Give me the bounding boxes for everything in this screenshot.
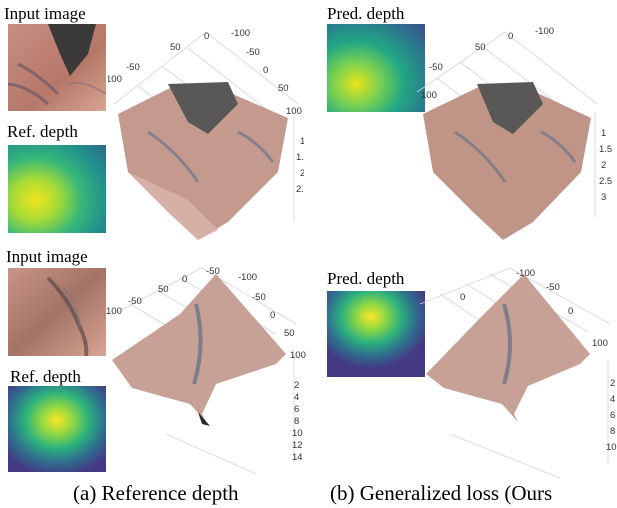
tick-top-a-side-50: 50 — [278, 83, 289, 94]
tick-top-b-z-1.5: 1.5 — [599, 144, 612, 155]
tick-top-b-z-3: 3 — [601, 192, 606, 203]
tick-bot-a-0: 0 — [182, 274, 187, 285]
tick-top-a-z-2: 2 — [300, 168, 304, 179]
tick-top-a-side-neg50: -50 — [246, 47, 260, 58]
tick-top-b-0: 0 — [508, 31, 513, 42]
tick-top-b-100: 100 — [421, 90, 437, 101]
tick-bot-a-50: 50 — [158, 284, 169, 295]
tick-bot-a-side-0: 0 — [270, 310, 275, 321]
tick-top-a-left-100: 100 — [108, 74, 122, 85]
input-image-bottom — [8, 268, 106, 356]
tick-bot-a-side-50: 50 — [284, 328, 295, 339]
caption-b: (b) Generalized loss (Ours — [330, 481, 553, 505]
tick-bot-b-z-2: 2 — [610, 378, 615, 389]
tick-bot-a-z-8: 8 — [294, 416, 299, 427]
tick-top-b-z-1: 1 — [601, 128, 606, 139]
ref-depth-label-bottom: Ref. depth — [10, 367, 81, 386]
tick-bot-a-100: 100 — [106, 306, 122, 317]
tick-bot-a-side-neg50: -50 — [252, 292, 266, 303]
pred-depth-label-top: Pred. depth — [327, 4, 405, 23]
tick-bot-b-side-0: 0 — [568, 306, 573, 317]
tick-top-b-neg50: -50 — [429, 62, 443, 73]
surface-plot-bottom-a: 100 -50 50 0 -50 -100 -50 0 50 100 2 4 6… — [106, 266, 306, 475]
tick-bot-b-top-neg100: -100 — [516, 268, 535, 279]
tick-top-a-z-1: 1 — [300, 136, 304, 147]
ref-depth-map-top — [8, 145, 106, 233]
tick-top-b-z-2.5: 2.5 — [599, 176, 612, 187]
surface-plot-top-a: 100 -50 50 0 -100 -50 0 50 100 1 1.5 2 2… — [108, 28, 304, 240]
tick-top-a-neg100: -100 — [231, 28, 250, 39]
tick-bot-b-side-100: 100 — [592, 338, 608, 349]
pred-depth-map-top — [327, 24, 425, 112]
input-image-label-bottom: Input image — [6, 247, 88, 266]
input-image-top — [8, 24, 106, 111]
tick-bot-a-z-6: 6 — [294, 404, 299, 415]
tick-top-b-50: 50 — [475, 42, 486, 53]
tick-bot-a-z-12: 12 — [292, 440, 303, 451]
tick-bot-b-z-8: 8 — [610, 426, 615, 437]
surface-plot-top-b: -50 100 50 0 -100 1 1.5 2 2.5 3 — [416, 26, 612, 240]
tick-top-a-left-neg50: -50 — [126, 62, 140, 73]
tick-bot-a-z-2: 2 — [294, 380, 299, 391]
tick-top-b-neg100: -100 — [535, 26, 554, 37]
tick-bot-a-neg50: -50 — [128, 296, 142, 307]
tick-bot-b-z-10: 10 — [606, 442, 617, 453]
tick-bot-a-side-100: 100 — [290, 350, 306, 361]
tick-bot-a-neg100: -100 — [238, 272, 257, 283]
tick-top-a-50: 50 — [170, 42, 181, 53]
caption-a: (a) Reference depth — [73, 481, 239, 505]
tick-top-a-z-2.5: 2.5 — [296, 184, 304, 195]
pred-depth-map-bottom — [327, 291, 425, 377]
ref-depth-map-bottom — [8, 386, 106, 472]
tick-bot-b-top-neg50: -50 — [546, 282, 560, 293]
tick-top-a-side-100: 100 — [286, 106, 302, 117]
tick-bot-b-0: 0 — [460, 292, 465, 303]
tick-top-b-z-2: 2 — [601, 160, 606, 171]
tick-bot-a-z-4: 4 — [294, 392, 299, 403]
tick-bot-a-z-10: 10 — [292, 428, 303, 439]
tick-bot-b-z-6: 6 — [610, 410, 615, 421]
input-image-label-top: Input image — [4, 4, 86, 23]
tick-top-a-side-0: 0 — [263, 65, 268, 76]
surface-plot-bottom-b: 0 -100 -50 0 100 2 4 6 8 10 — [420, 267, 617, 479]
tick-bot-a-top-neg50: -50 — [206, 266, 220, 277]
tick-bot-a-z-14: 14 — [292, 452, 303, 463]
pred-depth-label-bottom: Pred. depth — [327, 269, 405, 288]
tick-top-a-0: 0 — [204, 31, 209, 42]
ref-depth-label-top: Ref. depth — [7, 122, 78, 141]
tick-top-a-z-1.5: 1.5 — [296, 152, 304, 163]
tick-bot-b-z-4: 4 — [610, 394, 615, 405]
